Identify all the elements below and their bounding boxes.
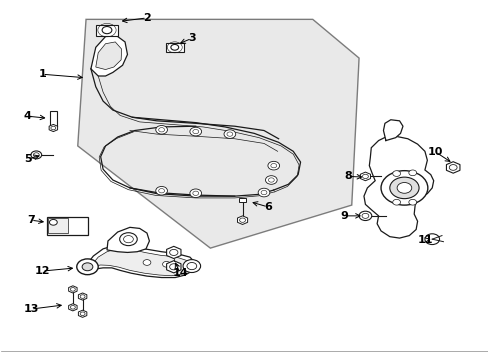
- Polygon shape: [68, 304, 77, 311]
- Text: 12: 12: [34, 266, 50, 276]
- Circle shape: [380, 171, 427, 205]
- Bar: [96, 24, 118, 36]
- Circle shape: [408, 170, 416, 176]
- Circle shape: [80, 295, 85, 298]
- Circle shape: [162, 261, 170, 267]
- Circle shape: [158, 128, 164, 132]
- Bar: [238, 198, 246, 202]
- Circle shape: [392, 171, 400, 176]
- Circle shape: [186, 262, 196, 270]
- Circle shape: [143, 260, 151, 265]
- Circle shape: [123, 235, 133, 243]
- Circle shape: [183, 260, 200, 273]
- Polygon shape: [446, 162, 459, 173]
- Circle shape: [172, 263, 180, 269]
- Circle shape: [408, 199, 416, 205]
- Circle shape: [239, 218, 245, 222]
- Circle shape: [267, 161, 279, 170]
- Circle shape: [224, 130, 235, 138]
- Circle shape: [169, 249, 178, 256]
- Circle shape: [358, 211, 371, 221]
- Circle shape: [268, 178, 274, 182]
- Circle shape: [156, 126, 167, 134]
- Text: 4: 4: [23, 111, 31, 121]
- Circle shape: [362, 174, 367, 179]
- Polygon shape: [363, 136, 433, 238]
- Text: 7: 7: [27, 215, 35, 225]
- Polygon shape: [237, 216, 247, 225]
- Polygon shape: [91, 35, 127, 76]
- Circle shape: [158, 189, 164, 193]
- Circle shape: [189, 127, 201, 136]
- Circle shape: [80, 312, 85, 316]
- Circle shape: [192, 191, 198, 195]
- Text: 14: 14: [172, 268, 187, 278]
- Circle shape: [169, 264, 178, 270]
- Bar: [165, 43, 183, 52]
- Polygon shape: [360, 172, 370, 181]
- Circle shape: [156, 186, 167, 195]
- Circle shape: [33, 153, 39, 157]
- Circle shape: [258, 188, 269, 197]
- Polygon shape: [107, 227, 149, 252]
- Polygon shape: [166, 261, 181, 273]
- Polygon shape: [84, 244, 195, 278]
- Text: 8: 8: [343, 171, 351, 181]
- Text: 1: 1: [38, 69, 46, 79]
- Polygon shape: [383, 120, 402, 140]
- Circle shape: [270, 163, 276, 168]
- Bar: [50, 111, 57, 126]
- Circle shape: [49, 220, 57, 225]
- Circle shape: [361, 213, 368, 219]
- Text: 5: 5: [23, 154, 31, 164]
- Text: 11: 11: [417, 235, 433, 245]
- Circle shape: [392, 199, 400, 205]
- Text: 6: 6: [264, 202, 271, 212]
- Polygon shape: [68, 286, 77, 293]
- Circle shape: [70, 306, 75, 309]
- Circle shape: [31, 151, 41, 159]
- Polygon shape: [78, 310, 87, 318]
- Circle shape: [226, 132, 232, 136]
- Text: 2: 2: [143, 13, 150, 23]
- Circle shape: [189, 189, 201, 198]
- Text: 10: 10: [427, 147, 443, 157]
- Circle shape: [448, 165, 456, 170]
- Polygon shape: [49, 125, 58, 132]
- Circle shape: [192, 130, 198, 134]
- Circle shape: [120, 233, 137, 246]
- Circle shape: [424, 234, 439, 244]
- Bar: [47, 217, 88, 234]
- Circle shape: [265, 176, 277, 184]
- Circle shape: [389, 177, 418, 199]
- Text: 13: 13: [23, 304, 39, 314]
- Circle shape: [70, 288, 75, 291]
- Polygon shape: [91, 248, 191, 276]
- Bar: [48, 218, 68, 233]
- Polygon shape: [166, 246, 181, 258]
- Circle shape: [170, 44, 178, 50]
- Polygon shape: [78, 19, 358, 248]
- Circle shape: [396, 183, 411, 193]
- Circle shape: [261, 190, 266, 195]
- Circle shape: [77, 259, 98, 275]
- Text: 9: 9: [340, 211, 347, 221]
- Circle shape: [82, 263, 93, 271]
- Polygon shape: [78, 293, 87, 300]
- Circle shape: [102, 27, 112, 34]
- Polygon shape: [96, 42, 122, 69]
- Text: 3: 3: [188, 33, 195, 43]
- Circle shape: [51, 126, 56, 130]
